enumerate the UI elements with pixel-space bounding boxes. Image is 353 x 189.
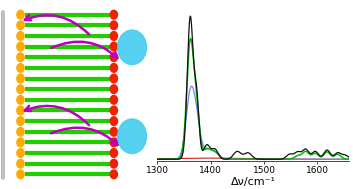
Circle shape (17, 85, 24, 94)
Circle shape (110, 53, 118, 62)
Circle shape (110, 95, 118, 104)
Bar (2, 11, 3, 178)
Circle shape (118, 30, 146, 65)
Circle shape (17, 64, 24, 72)
Circle shape (110, 117, 118, 125)
Circle shape (110, 74, 118, 83)
Circle shape (17, 32, 24, 40)
Bar (2, 11, 3, 178)
Bar (2, 11, 3, 178)
Bar (2, 11, 3, 178)
Bar (2, 11, 3, 178)
Circle shape (110, 138, 118, 147)
Circle shape (17, 42, 24, 51)
Circle shape (17, 106, 24, 115)
Circle shape (17, 138, 24, 147)
Circle shape (17, 149, 24, 157)
Bar (1, 11, 2, 178)
Bar (2, 11, 3, 178)
Circle shape (17, 117, 24, 125)
Circle shape (110, 106, 118, 115)
Circle shape (110, 149, 118, 157)
Bar (2, 11, 3, 178)
Circle shape (110, 127, 118, 136)
Circle shape (17, 53, 24, 62)
Circle shape (17, 95, 24, 104)
Circle shape (110, 85, 118, 94)
Circle shape (17, 10, 24, 19)
X-axis label: Δν/cm⁻¹: Δν/cm⁻¹ (231, 177, 276, 187)
Circle shape (17, 159, 24, 168)
Circle shape (110, 42, 118, 51)
Bar (1, 11, 2, 178)
Circle shape (17, 74, 24, 83)
Bar (2, 11, 3, 178)
Circle shape (110, 32, 118, 40)
Circle shape (118, 119, 146, 153)
Circle shape (110, 21, 118, 30)
Circle shape (110, 64, 118, 72)
Circle shape (110, 159, 118, 168)
Circle shape (17, 21, 24, 30)
Circle shape (110, 170, 118, 179)
Circle shape (17, 127, 24, 136)
Circle shape (17, 170, 24, 179)
Circle shape (110, 10, 118, 19)
